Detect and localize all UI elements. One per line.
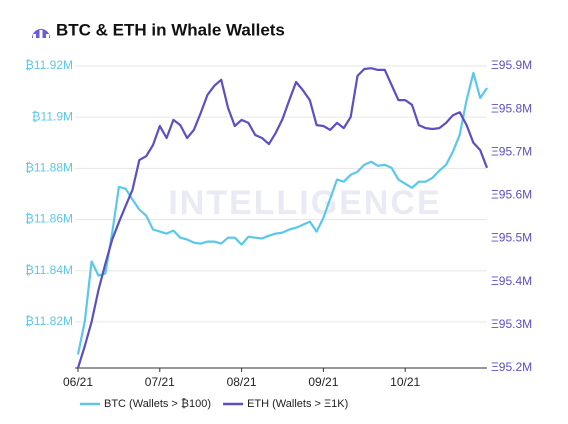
- legend-label: BTC (Wallets > ₿100): [104, 398, 211, 410]
- y2-tick-label: Ξ95.9M: [491, 58, 532, 72]
- x-tick-label: 09/21: [308, 375, 338, 389]
- chart-title: BTC & ETH in Whale Wallets: [56, 20, 285, 39]
- y2-tick-label: Ξ95.4M: [491, 274, 532, 288]
- y-tick-label: ₿11.92M: [25, 58, 73, 72]
- series-line: [76, 67, 489, 369]
- y2-tick-label: Ξ95.7M: [491, 144, 532, 158]
- y-tick-label: ₿11.84M: [25, 263, 73, 277]
- x-tick-label: 06/21: [63, 375, 93, 389]
- y-tick-label: ₿11.82M: [25, 314, 73, 328]
- y2-tick-label: Ξ95.2M: [491, 360, 532, 374]
- y2-tick-label: Ξ95.8M: [491, 101, 532, 115]
- y2-tick-label: Ξ95.5M: [491, 231, 532, 245]
- x-tick-label: 07/21: [145, 375, 175, 389]
- watermark: INTELLIGENCE: [168, 184, 441, 222]
- y2-tick-label: Ξ95.6M: [491, 188, 532, 202]
- y2-tick-label: Ξ95.3M: [491, 317, 532, 331]
- y-tick-label: ₿11.9M: [32, 109, 73, 123]
- logo: [32, 29, 50, 38]
- y-tick-label: ₿11.88M: [25, 161, 73, 175]
- legend: BTC (Wallets > ₿100) ETH (Wallets > Ξ1K): [80, 398, 348, 410]
- x-tick-label: 10/21: [390, 375, 420, 389]
- x-tick-label: 08/21: [227, 375, 257, 389]
- series-line: [76, 71, 488, 355]
- y-tick-label: ₿11.86M: [25, 212, 73, 226]
- legend-label: ETH (Wallets > Ξ1K): [247, 398, 348, 410]
